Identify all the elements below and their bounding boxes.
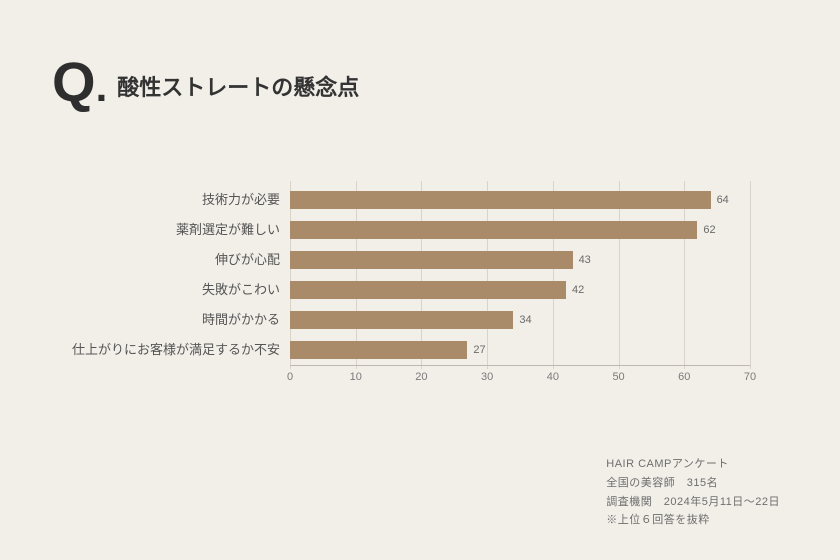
concerns-bar-chart: 010203040506070技術力が必要64薬剤選定が難しい62伸びが心配43… [70, 185, 770, 365]
bar [290, 251, 573, 269]
grid-line [750, 181, 751, 369]
bar [290, 341, 467, 359]
category-label: 失敗がこわい [202, 275, 290, 305]
x-tick-label: 60 [678, 371, 690, 383]
x-tick-label: 0 [287, 371, 293, 383]
bar [290, 311, 513, 329]
category-label: 時間がかかる [202, 305, 290, 335]
bar-row: 失敗がこわい42 [290, 275, 750, 305]
bar-row: 技術力が必要64 [290, 185, 750, 215]
x-tick-label: 40 [547, 371, 559, 383]
footnote-line: 調査機関 2024年5月11日〜22日 [606, 493, 780, 512]
page-title: 酸性ストレートの懸念点 [117, 70, 359, 102]
category-label: 仕上がりにお客様が満足するか不安 [72, 335, 290, 365]
value-label: 42 [566, 275, 584, 305]
bar-row: 伸びが心配43 [290, 245, 750, 275]
value-label: 43 [573, 245, 591, 275]
bar-row: 時間がかかる34 [290, 305, 750, 335]
value-label: 27 [467, 335, 485, 365]
page: Q . 酸性ストレートの懸念点 010203040506070技術力が必要64薬… [0, 0, 840, 560]
footnote-line: 全国の美容師 315名 [606, 474, 780, 493]
category-label: 技術力が必要 [202, 185, 290, 215]
category-label: 薬剤選定が難しい [176, 215, 290, 245]
bar [290, 281, 566, 299]
value-label: 62 [697, 215, 715, 245]
title-row: Q . 酸性ストレートの懸念点 [52, 54, 359, 110]
value-label: 64 [711, 185, 729, 215]
category-label: 伸びが心配 [215, 245, 290, 275]
x-tick-label: 70 [744, 371, 756, 383]
x-tick-label: 50 [612, 371, 624, 383]
x-tick-label: 30 [481, 371, 493, 383]
q-letter-icon: Q [52, 54, 94, 110]
q-dot-icon: . [96, 66, 108, 108]
footnote-line: HAIR CAMPアンケート [606, 455, 780, 474]
value-label: 34 [513, 305, 531, 335]
bar [290, 221, 697, 239]
bar [290, 191, 711, 209]
bar-row: 仕上がりにお客様が満足するか不安27 [290, 335, 750, 365]
x-axis-line [290, 365, 750, 366]
footnote-line: ※上位６回答を抜粋 [606, 511, 780, 530]
x-tick-label: 10 [350, 371, 362, 383]
survey-footnotes: HAIR CAMPアンケート 全国の美容師 315名 調査機関 2024年5月1… [606, 455, 780, 530]
x-tick-label: 20 [415, 371, 427, 383]
bar-row: 薬剤選定が難しい62 [290, 215, 750, 245]
chart-plot-area: 010203040506070技術力が必要64薬剤選定が難しい62伸びが心配43… [290, 185, 750, 365]
